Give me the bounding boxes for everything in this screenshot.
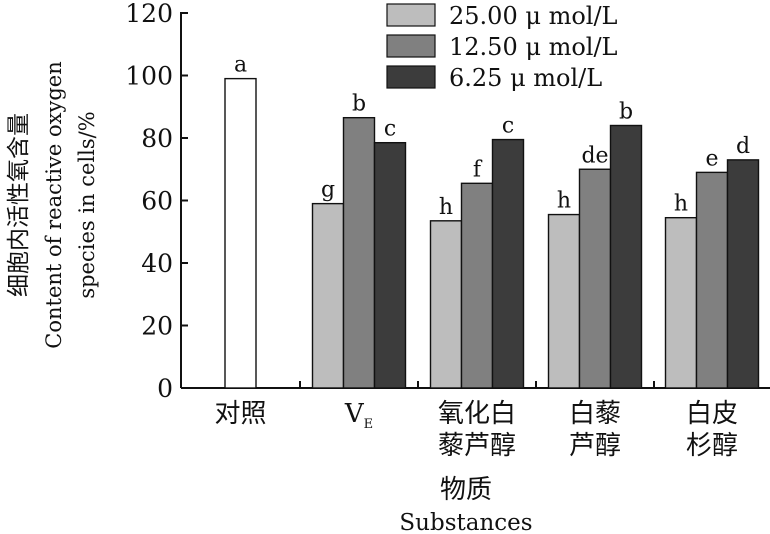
- significance-label: h: [557, 189, 571, 214]
- bar: [460, 182, 494, 389]
- significance-label: a: [234, 53, 247, 78]
- bar: [311, 202, 345, 389]
- x-tick-label: 芦醇: [569, 431, 621, 461]
- x-tick-label: VE: [344, 399, 373, 432]
- bar: [726, 159, 760, 389]
- bar: [429, 220, 463, 389]
- bar: [578, 168, 612, 389]
- y-tick-label: 100: [125, 62, 173, 91]
- y-axis-label-en-line2: species in cells/%: [75, 111, 99, 298]
- significance-label: f: [473, 157, 483, 182]
- y-tick-label: 40: [141, 249, 173, 278]
- legend-swatch: [386, 3, 436, 27]
- y-tick-label: 80: [141, 124, 173, 153]
- x-axis-label-en: Substances: [399, 510, 532, 534]
- bar: [547, 213, 581, 389]
- legend: 25.00 μ mol/L 12.50 μ mol/L 6.25 μ mol/L: [386, 2, 618, 92]
- legend-label: 25.00 μ mol/L: [449, 2, 618, 30]
- x-tick-label: 杉醇: [686, 431, 738, 461]
- significance-label: c: [502, 114, 514, 139]
- bar: [491, 138, 525, 389]
- x-tick-label: 对照: [214, 399, 266, 429]
- significance-label: e: [705, 146, 718, 171]
- significance-label: b: [352, 92, 366, 117]
- legend-swatch: [386, 65, 436, 89]
- bar: [342, 116, 376, 389]
- x-tick-label: 氧化白: [438, 399, 516, 429]
- y-tick-label: 20: [141, 312, 173, 341]
- x-tick-label: 藜芦醇: [438, 431, 516, 461]
- significance-label: b: [619, 100, 633, 125]
- bar: [695, 171, 729, 389]
- x-tick-label: 白藜: [569, 399, 621, 429]
- y-tick-label: 60: [141, 187, 173, 216]
- bar: [373, 141, 407, 389]
- significance-label: de: [581, 143, 608, 168]
- y-tick-label: 120: [125, 0, 173, 28]
- significance-label: c: [384, 117, 396, 142]
- significance-label: d: [736, 134, 750, 159]
- bar: [224, 77, 257, 389]
- significance-label: h: [439, 195, 453, 220]
- legend-swatch: [386, 34, 436, 58]
- y-tick-label: 0: [157, 374, 173, 403]
- y-axis-label-en-line1: Content of reactive oxygen: [42, 61, 66, 348]
- significance-label: h: [674, 192, 688, 217]
- y-axis-label-cn: 细胞内活性氧含量: [6, 113, 32, 297]
- bar: [664, 216, 698, 389]
- significance-label: g: [321, 178, 335, 203]
- x-tick-label: 白皮: [686, 399, 738, 429]
- bar: [609, 124, 643, 389]
- legend-label: 12.50 μ mol/L: [449, 33, 618, 61]
- x-axis-label-cn: 物质: [440, 475, 492, 505]
- legend-label: 6.25 μ mol/L: [449, 64, 602, 92]
